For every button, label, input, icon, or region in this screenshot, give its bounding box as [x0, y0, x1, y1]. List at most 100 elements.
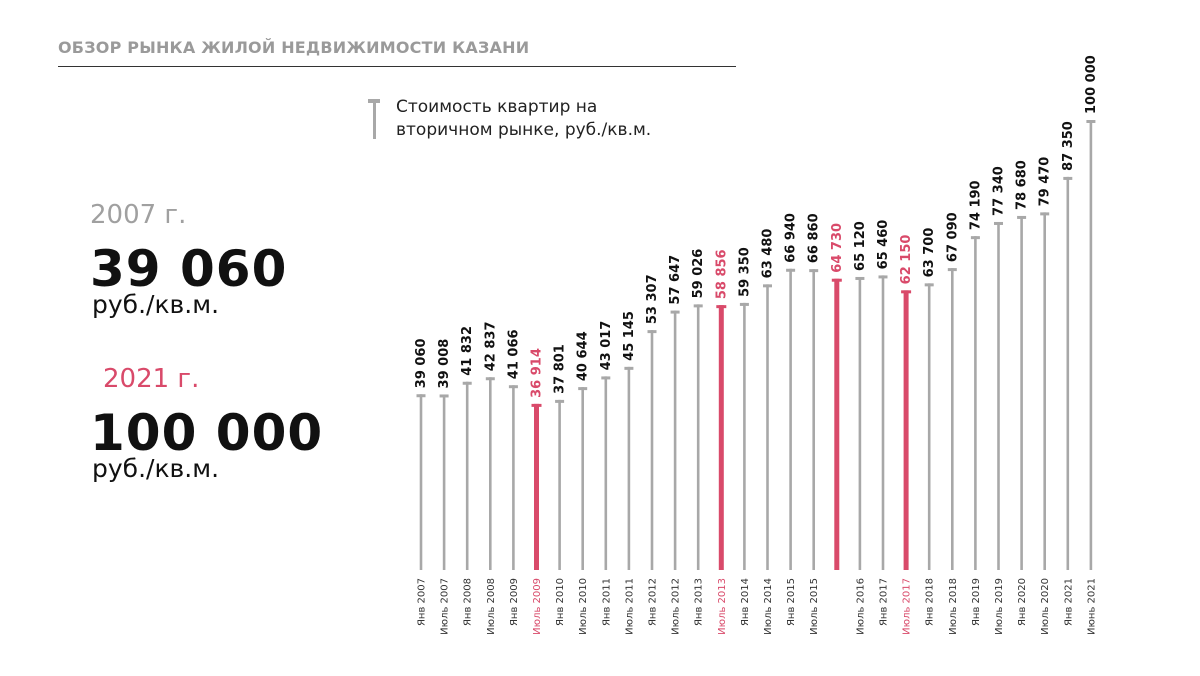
bar-value-label: 45 145 [622, 311, 637, 361]
chart-bar [624, 366, 634, 570]
chart-bar [763, 284, 772, 570]
bar-value-label: 74 190 [968, 180, 983, 230]
bar-value-label: 57 647 [668, 255, 683, 305]
chart-bar [1040, 212, 1050, 570]
chart-bar [647, 330, 657, 570]
bar-value-label: 41 832 [460, 326, 475, 376]
last-year-unit: руб./кв.м. [92, 454, 220, 483]
bar-value-label: 79 470 [1038, 157, 1053, 207]
chart-bar [716, 305, 727, 570]
category-tick-label: Янв 2013 [694, 578, 705, 626]
category-tick-label: Июнь 2021 [1086, 578, 1097, 635]
category-tick-label: Июль 2007 [440, 578, 451, 635]
chart-bar [786, 268, 796, 570]
bar-value-label: 42 837 [483, 321, 498, 371]
category-tick-label: Июль 2012 [671, 578, 682, 635]
legend-label-line2: вторичном рынке, руб./кв.м. [396, 120, 652, 140]
chart-bar [924, 283, 934, 570]
category-tick-label: Янв 2012 [648, 578, 659, 626]
category-tick-label: Янв 2017 [879, 578, 890, 626]
bar-value-label: 62 150 [899, 235, 914, 285]
bar-value-label: 40 644 [576, 331, 591, 381]
chart-bar [1063, 176, 1073, 570]
chart-bar [578, 387, 588, 570]
category-tick-label: Янв 2018 [925, 578, 936, 626]
chart-bar [508, 385, 518, 570]
legend-label-line1: Стоимость квартир на [396, 97, 598, 117]
chart-bar [901, 290, 912, 570]
category-tick-label: Янв 2021 [1063, 578, 1074, 626]
category-tick-label: Янв 2007 [417, 578, 428, 626]
category-tick-label: Июль 2011 [624, 578, 635, 635]
category-tick-label: Июль 2010 [578, 578, 589, 635]
bar-value-label: 65 120 [853, 221, 868, 271]
category-tick-label: Янв 2019 [971, 578, 982, 626]
bar-value-label: 41 066 [506, 329, 521, 379]
chart-bar [1086, 120, 1096, 570]
chart-bar [693, 304, 703, 570]
category-tick-label: Июль 2014 [763, 578, 774, 635]
bar-value-label: 67 090 [945, 212, 960, 262]
first-year-label: 2007 г. [90, 200, 187, 230]
category-tick-label: Июль 2008 [486, 578, 497, 635]
category-tick-label: Янв 2015 [786, 578, 797, 626]
chart-bar [739, 302, 749, 570]
first-year-unit: руб./кв.м. [92, 290, 220, 319]
page-title: ОБЗОР РЫНКА ЖИЛОЙ НЕДВИЖИМОСТИ КАЗАНИ [58, 38, 530, 57]
category-tick-label: Июль 2019 [994, 578, 1005, 635]
chart-bar [670, 310, 680, 570]
last-year-label: 2021 г. [103, 364, 200, 394]
category-tick-label: Июль 2018 [948, 578, 959, 635]
category-tick-label: Янв 2010 [555, 578, 566, 626]
chart-bar [531, 403, 542, 570]
bar-value-label: 63 700 [922, 228, 937, 278]
bar-value-label: 64 730 [830, 223, 845, 273]
bar-value-label: 43 017 [599, 321, 614, 371]
chart-bar [809, 269, 819, 570]
chart-bar [831, 278, 842, 570]
category-tick-label: Янв 2011 [601, 578, 612, 626]
category-tick-label: Янв 2020 [1017, 578, 1028, 626]
bar-value-label: 87 350 [1061, 121, 1076, 171]
bar-value-label: 77 340 [992, 166, 1007, 216]
chart-bar [439, 394, 449, 570]
first-year-value: 39 060 [90, 240, 288, 298]
chart-bar [970, 236, 980, 570]
chart-bar [462, 381, 472, 570]
category-tick-label: Июль 2017 [902, 578, 913, 635]
bar-value-label: 53 307 [645, 274, 660, 324]
category-tick-label: Янв 2014 [740, 578, 751, 626]
category-tick-label: Июль 2020 [1040, 578, 1051, 635]
category-tick-label: Июль 2009 [532, 578, 543, 635]
bar-value-label: 66 940 [784, 213, 799, 263]
bar-value-label: 66 860 [807, 213, 822, 263]
chart-bar [601, 376, 611, 570]
bar-value-label: 36 914 [530, 348, 545, 398]
bar-value-label: 59 350 [737, 247, 752, 297]
bar-value-label: 100 000 [1084, 55, 1099, 114]
bar-value-label: 59 026 [691, 249, 706, 299]
chart-bar [555, 399, 565, 570]
bar-value-label: 58 856 [714, 249, 729, 299]
last-year-value: 100 000 [90, 404, 324, 462]
chart-bar [994, 221, 1003, 570]
category-tick-label: Янв 2009 [509, 578, 520, 626]
bar-value-label: 39 060 [414, 338, 429, 388]
chart-bar [416, 394, 426, 570]
chart-bar [878, 275, 888, 570]
category-tick-label: Июль 2013 [717, 578, 728, 635]
legend-bar-marker [368, 99, 380, 139]
legend-label: Стоимость квартир на вторичном рынке, ру… [396, 96, 696, 142]
bar-value-label: 63 480 [761, 229, 776, 279]
chart-bar [485, 377, 495, 570]
category-tick-label: Июль 2016 [855, 578, 866, 635]
chart-bar [1017, 215, 1027, 570]
chart-bar [855, 276, 865, 570]
bar-value-label: 37 801 [553, 344, 568, 394]
bar-value-label: 65 460 [876, 220, 891, 270]
bar-value-label: 78 680 [1015, 160, 1030, 210]
chart-bar [947, 268, 957, 570]
bar-value-label: 39 008 [437, 339, 452, 389]
header-divider [58, 66, 736, 67]
